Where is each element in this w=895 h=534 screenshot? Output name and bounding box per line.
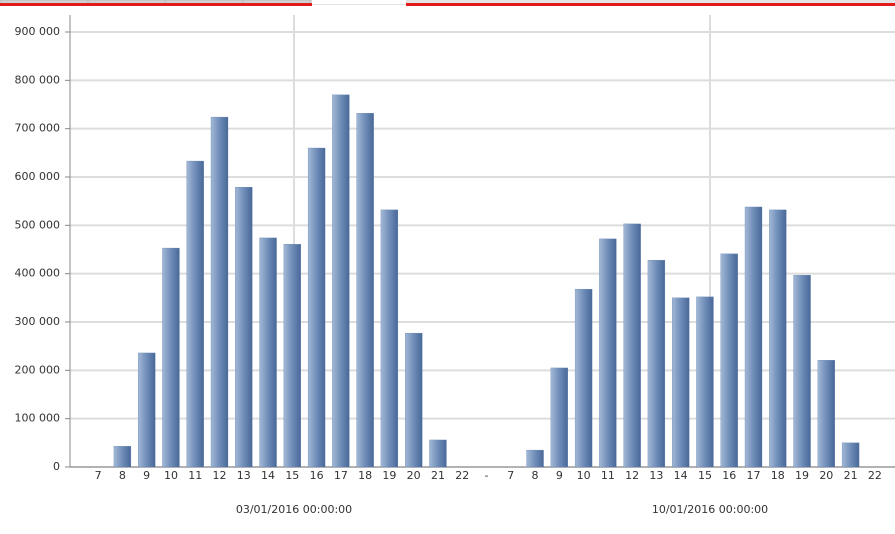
bar	[769, 209, 787, 468]
bar	[235, 186, 253, 468]
bar	[380, 209, 399, 468]
tab-underline	[0, 3, 312, 6]
x-tick-label: 10	[164, 469, 178, 482]
x-tick-label: 20	[819, 469, 833, 482]
group-label: 03/01/2016 00:00:00	[236, 503, 352, 516]
bar	[793, 274, 811, 468]
x-tick-label: 19	[795, 469, 809, 482]
bar	[138, 352, 156, 468]
bar	[526, 449, 544, 468]
x-tick-label: 18	[771, 469, 785, 482]
x-tick-label: 7	[507, 469, 514, 482]
y-tick-label: 300 000	[15, 315, 61, 328]
tab-bar	[0, 0, 895, 5]
x-tick-label: 16	[722, 469, 736, 482]
bar	[841, 442, 860, 468]
bar	[647, 259, 666, 468]
bar	[720, 253, 738, 468]
bar	[259, 237, 277, 468]
bar	[405, 332, 423, 468]
x-tick-label: 14	[261, 469, 275, 482]
bar	[744, 206, 763, 468]
x-tick-label: 8	[119, 469, 126, 482]
bar	[210, 116, 229, 468]
x-tick-label: 18	[358, 469, 372, 482]
y-tick-label: 200 000	[15, 363, 61, 376]
bar	[599, 238, 617, 468]
x-tick-label: 17	[747, 469, 761, 482]
x-tick-label: 15	[285, 469, 299, 482]
y-tick-label: 800 000	[15, 73, 61, 86]
bar	[186, 160, 204, 468]
bar	[550, 367, 568, 468]
bar	[162, 247, 180, 468]
tab-underline	[406, 3, 895, 6]
bar	[672, 297, 690, 468]
x-tick-label: 19	[382, 469, 396, 482]
x-tick-label: 22	[455, 469, 469, 482]
y-tick-label: 700 000	[15, 122, 61, 135]
bar	[332, 94, 350, 468]
x-tick-label: 12	[625, 469, 639, 482]
x-tick-label: 7	[95, 469, 102, 482]
y-tick-label: 100 000	[15, 412, 61, 425]
bar	[356, 113, 374, 468]
x-tick-label: 20	[407, 469, 421, 482]
y-tick-label: 600 000	[15, 170, 61, 183]
x-tick-label: 11	[601, 469, 615, 482]
x-tick-label: 21	[844, 469, 858, 482]
x-tick-label: 15	[698, 469, 712, 482]
bar	[696, 296, 714, 468]
bar	[113, 446, 132, 468]
x-tick-label: 9	[143, 469, 150, 482]
x-tick-label: 8	[532, 469, 539, 482]
x-tick-label: 13	[237, 469, 251, 482]
x-tick-label: 11	[188, 469, 202, 482]
x-tick-label: 13	[649, 469, 663, 482]
x-tick-label: 10	[577, 469, 591, 482]
x-tick-label: 9	[556, 469, 563, 482]
y-tick-label: 900 000	[15, 25, 61, 38]
x-tick-label: 14	[674, 469, 688, 482]
bar	[307, 147, 326, 468]
y-tick-label: 400 000	[15, 267, 61, 280]
x-tick-label: 22	[868, 469, 882, 482]
x-tick-label: 16	[310, 469, 324, 482]
active-tab[interactable]	[312, 0, 406, 4]
x-tick-label: 21	[431, 469, 445, 482]
bar	[283, 244, 301, 468]
tab-strip	[0, 0, 895, 6]
x-tick-label: 17	[334, 469, 348, 482]
y-tick-label: 500 000	[15, 218, 61, 231]
bar	[574, 288, 593, 468]
bar	[623, 223, 641, 468]
x-tick-label: -	[485, 469, 489, 482]
bar	[429, 439, 447, 468]
group-label: 10/01/2016 00:00:00	[652, 503, 768, 516]
x-tick-label: 12	[213, 469, 227, 482]
y-tick-label: 0	[53, 460, 60, 473]
bar	[817, 360, 835, 468]
